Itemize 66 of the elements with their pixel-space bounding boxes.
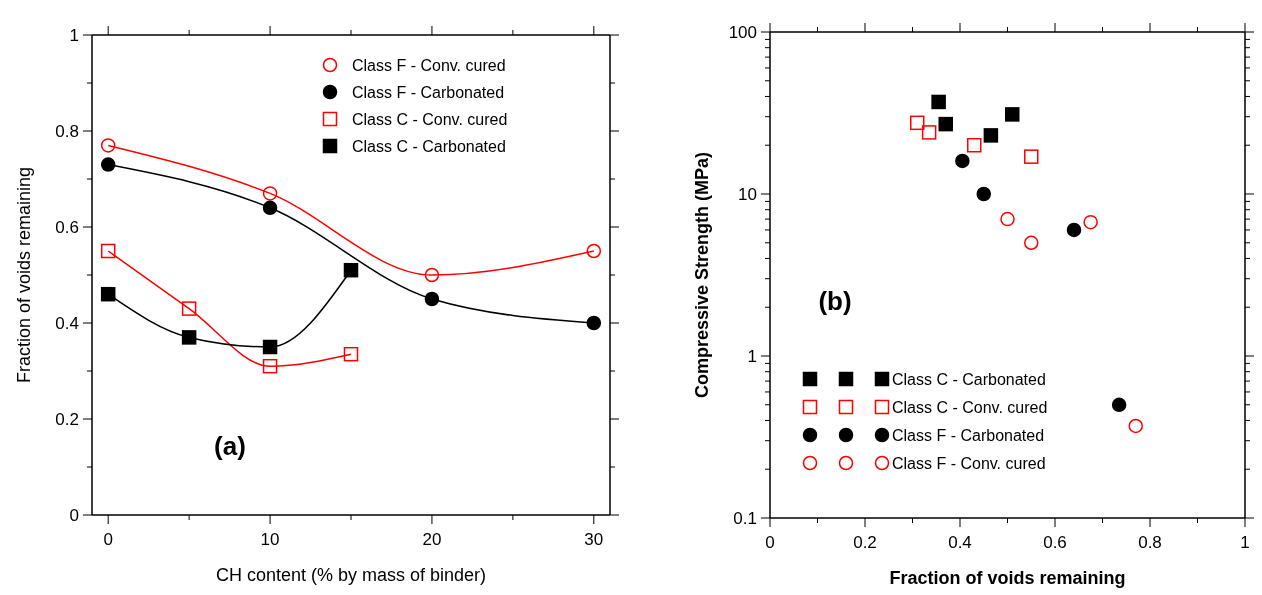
point [967,137,982,153]
x-tick-label: 20 [422,530,442,549]
point [1024,149,1039,164]
point [262,200,278,216]
point [100,286,116,302]
point [1000,211,1015,227]
point [931,94,946,110]
point [1111,397,1127,413]
y-tick-label: 100 [728,23,757,42]
point [586,243,602,259]
point [262,186,278,201]
point [910,115,925,131]
point [955,153,970,169]
y-tick-label: 0.6 [55,218,79,237]
legend-label: Class F - Carbonated [352,84,505,101]
x-tick-label: 10 [260,530,280,549]
x-axis-title: CH content (% by mass of binder) [215,565,487,585]
x-tick-label: 0 [103,530,113,549]
y-axis-title: Fraction of voids remaining [14,166,34,384]
x-tick-label: 0.2 [853,533,877,552]
y-tick-label: 10 [738,185,757,204]
point [424,267,440,283]
point [262,358,278,374]
x-tick-label: 0 [765,533,775,552]
legend-label: Class F - Conv. cured [892,455,1046,472]
y-tick-label: 0.2 [55,410,79,429]
legend-label: Class C - Carbonated [892,371,1046,388]
x-tick-label: 0.6 [1043,533,1067,552]
y-tick-label: 1 [69,26,79,45]
point [100,243,116,259]
point [100,157,116,172]
point [262,339,278,355]
point [181,301,197,316]
x-tick-label: 0.8 [1138,533,1162,552]
x-tick-label: 1 [1240,533,1250,552]
point [1083,214,1098,230]
x-tick-label: 0.4 [948,533,972,552]
y-tick-label: 0.8 [55,122,79,141]
point [424,291,440,307]
x-tick-label: 30 [584,530,604,549]
point [100,138,116,153]
y-axis-title: Compressive Strength (MPa) [692,151,712,399]
legend-label: Class C - Carbonated [352,138,506,155]
point [1024,235,1039,251]
point [921,125,937,140]
x-axis-title: Fraction of voids remaining [889,568,1126,588]
point [983,128,999,143]
legend-label: Class F - Carbonated [892,427,1045,444]
y-tick-label: 0 [69,506,79,525]
point [1128,418,1143,434]
point [976,186,991,202]
legend-label: Class C - Conv. cured [892,399,1048,416]
y-tick-label: 0.4 [55,314,79,333]
legend-label: Class F - Conv. cured [352,57,506,74]
legend-label: Class C - Conv. cured [352,111,508,128]
point [181,330,197,345]
point [938,116,953,132]
annotation: (a) [214,431,246,461]
point [1005,107,1020,122]
annotation: (b) [818,286,852,316]
y-tick-label: 0.1 [733,509,757,528]
point [1066,222,1082,238]
y-tick-label: 1 [747,347,757,366]
point [343,346,359,362]
point [343,262,359,278]
point [586,315,602,331]
